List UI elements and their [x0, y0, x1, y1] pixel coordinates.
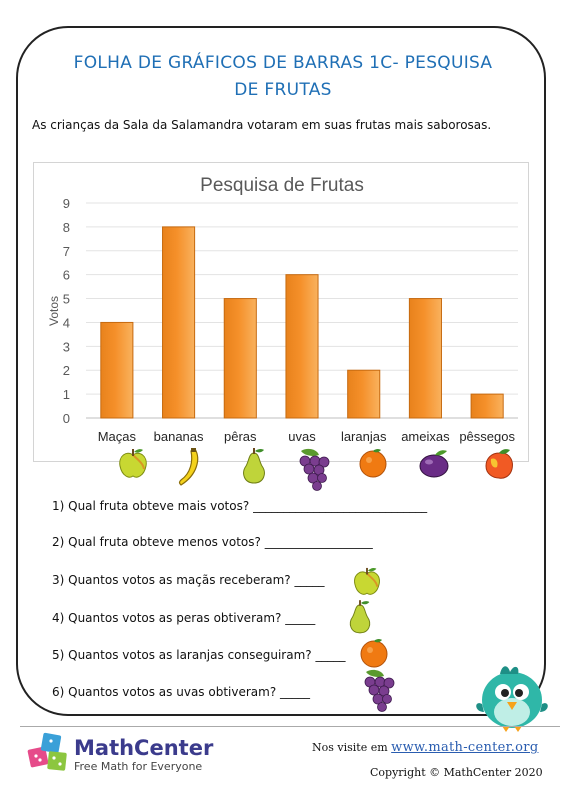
- brand-tagline: Free Math for Everyone: [74, 760, 203, 773]
- plum-icon: [419, 450, 449, 478]
- apple-icon: [354, 567, 380, 595]
- copyright-text: Copyright © MathCenter 2020: [370, 766, 543, 779]
- bar-Maças: [100, 321, 134, 419]
- answer-1-blank[interactable]: _____________________________: [253, 499, 428, 513]
- answer-3-blank[interactable]: _____: [294, 573, 325, 587]
- question-6-text: 6) Quantos votos as uvas obtiveram?: [52, 685, 277, 699]
- y-axis-label: Votos: [47, 296, 61, 326]
- grapes-icon: [299, 448, 330, 491]
- answer-4-blank[interactable]: _____: [285, 611, 316, 625]
- y-tick-label: 2: [63, 363, 70, 378]
- brand-name: MathCenter: [74, 736, 214, 760]
- x-category-label: laranjas: [341, 429, 387, 444]
- banana-icon: [178, 448, 199, 486]
- x-category-label: pêssegos: [459, 429, 515, 444]
- question-6: 6) Quantos votos as uvas obtiveram? ____…: [52, 685, 310, 699]
- mathcenter-logo-icon: [27, 732, 67, 771]
- question-5: 5) Quantos votos as laranjas conseguiram…: [52, 648, 345, 662]
- question-1: 1) Qual fruta obteve mais votos? _______…: [52, 499, 427, 513]
- fruit-icon-row: [33, 447, 529, 497]
- bird-mascot-icon: [476, 666, 548, 732]
- x-category-label: ameixas: [401, 429, 450, 444]
- question-3: 3) Quantos votos as maçãs receberam? ___…: [52, 573, 325, 587]
- y-tick-label: 7: [63, 244, 70, 259]
- y-tick-label: 5: [63, 292, 70, 307]
- bar-bananas: [162, 226, 196, 419]
- y-tick-label: 9: [63, 196, 70, 211]
- website-link[interactable]: www.math-center.org: [391, 740, 539, 755]
- visit-line: Nos visite em www.math-center.org: [312, 740, 538, 755]
- bar-uvas: [285, 274, 319, 419]
- orange-icon: [359, 449, 387, 478]
- question-2-text: 2) Qual fruta obteve menos votos?: [52, 535, 261, 549]
- bar-ameixas: [408, 298, 442, 419]
- question-4-text: 4) Quantos votos as peras obtiveram?: [52, 611, 282, 625]
- intro-text: As crianças da Sala da Salamandra votara…: [32, 118, 492, 132]
- pear-icon: [349, 600, 371, 634]
- visit-text: Nos visite em: [312, 741, 388, 754]
- bar-pêras: [223, 298, 257, 419]
- apple-icon: [119, 449, 147, 478]
- y-tick-label: 6: [63, 268, 70, 283]
- question-5-text: 5) Quantos votos as laranjas conseguiram…: [52, 648, 312, 662]
- question-1-text: 1) Qual fruta obteve mais votos?: [52, 499, 250, 513]
- y-tick-label: 1: [63, 387, 70, 402]
- x-category-label: uvas: [288, 429, 316, 444]
- answer-5-blank[interactable]: _____: [315, 648, 346, 662]
- page-title: FOLHA DE GRÁFICOS DE BARRAS 1C- PESQUISA…: [40, 50, 526, 104]
- chart-title: Pesquisa de Frutas: [200, 175, 364, 196]
- x-category-label: pêras: [224, 429, 257, 444]
- grapes-icon: [364, 669, 395, 712]
- bar-pêssegos: [470, 393, 504, 419]
- x-category-label: Maças: [98, 429, 137, 444]
- bar-chart: Pesquisa de Frutas Votos 0 1 2 3 4 5 6 7 8 9 Maça…: [33, 162, 529, 462]
- pear-icon: [243, 448, 265, 484]
- title-line-1: FOLHA DE GRÁFICOS DE BARRAS 1C- PESQUISA: [73, 53, 493, 73]
- peach-icon: [485, 449, 513, 479]
- question-4: 4) Quantos votos as peras obtiveram? ___…: [52, 611, 315, 625]
- question-2: 2) Qual fruta obteve menos votos? ______…: [52, 535, 373, 549]
- answer-2-blank[interactable]: __________________: [264, 535, 373, 549]
- bar-laranjas: [347, 369, 381, 419]
- page-frame: [16, 26, 546, 716]
- footer-divider: [20, 726, 560, 727]
- answer-6-blank[interactable]: _____: [280, 685, 311, 699]
- title-line-2: DE FRUTAS: [234, 80, 332, 100]
- y-tick-label: 3: [63, 339, 70, 354]
- x-category-label: bananas: [154, 429, 204, 444]
- y-tick-label: 4: [63, 315, 70, 330]
- y-tick-label: 0: [63, 411, 70, 426]
- question-3-text: 3) Quantos votos as maçãs receberam?: [52, 573, 291, 587]
- orange-icon: [360, 639, 388, 668]
- y-tick-label: 8: [63, 220, 70, 235]
- bar-chart-svg: Pesquisa de Frutas Votos 0 1 2 3 4 5 6 7 8 9 Maça…: [47, 175, 518, 444]
